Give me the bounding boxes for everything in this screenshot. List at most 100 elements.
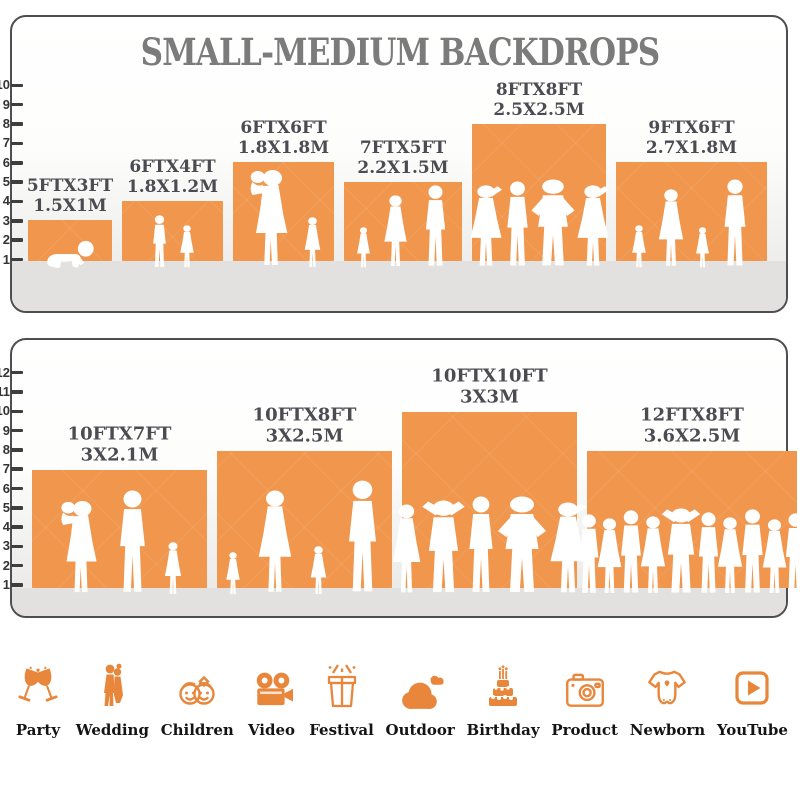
- category-item-youtube: YouTube: [717, 652, 788, 739]
- bar-size-m: 3X2.5M: [265, 425, 344, 447]
- people-silhouette-group: [13, 239, 127, 269]
- bar-size-m: 1.8X1.2M: [126, 176, 219, 197]
- ruler-tick: [11, 83, 23, 88]
- ruler-tick: [11, 199, 23, 204]
- ruler-tick: [11, 486, 23, 491]
- bar-size-ft: 5FTX3FT: [26, 175, 114, 196]
- outdoor-icon: [394, 652, 446, 712]
- category-item-wedding: Wedding: [76, 652, 149, 739]
- person-silhouette: [640, 516, 665, 593]
- person-silhouette: [762, 519, 786, 593]
- bar-size-label: 12FTX8FT 3.6X2.5M: [640, 405, 744, 447]
- people-silhouette-group: [202, 480, 407, 596]
- ruler-number: 11: [0, 384, 10, 400]
- person-silhouette: [620, 510, 641, 593]
- ruler-number: 4: [2, 193, 10, 209]
- category-label: Party: [15, 721, 61, 739]
- person-silhouette: [785, 513, 800, 593]
- ruler-tick: [11, 370, 23, 375]
- ruler-tick: [11, 390, 23, 394]
- ruler-tick: [11, 525, 23, 529]
- category-item-video: Video: [246, 652, 298, 739]
- backdrop-bar: [233, 162, 334, 261]
- bar-size-ft: 10FTX8FT: [252, 404, 357, 426]
- bar-size-label: 6FTX6FT 1.8X1.8M: [238, 118, 329, 158]
- ruler-number: 4: [2, 519, 10, 535]
- bar-size-label: 5FTX3FT 1.5X1M: [27, 176, 113, 216]
- backdrop-bar: [587, 451, 797, 588]
- bar-size-label: 6FTX4FT 1.8X1.2M: [127, 157, 218, 197]
- category-label: Video: [247, 721, 296, 739]
- person-silhouette: [661, 508, 700, 593]
- person-silhouette: [258, 490, 291, 592]
- person-silhouette: [696, 227, 709, 268]
- people-silhouette-group: [601, 179, 782, 269]
- ruler-number: 6: [2, 480, 10, 496]
- bar-size-ft: 9FTX6FT: [648, 117, 735, 138]
- youtube-icon: [728, 652, 776, 712]
- panel-floor: [12, 261, 786, 311]
- person-silhouette: [741, 509, 763, 593]
- person-silhouette: [597, 518, 621, 593]
- category-item-party: Party: [12, 652, 64, 739]
- category-row: Party Wedding Children Video Festival Outdoor…: [12, 652, 788, 762]
- ruler-tick: [11, 102, 23, 107]
- bar-size-ft: 6FTX4FT: [129, 156, 216, 177]
- ruler-number: 10: [0, 77, 10, 93]
- ruler-number: 3: [2, 212, 10, 228]
- people-silhouette-group: [17, 490, 222, 596]
- backdrop-bar: [472, 124, 606, 261]
- person-silhouette: [468, 496, 493, 592]
- backdrop-bar: [122, 201, 223, 261]
- ruler-number: 10: [0, 403, 10, 419]
- person-silhouette: [164, 542, 182, 594]
- party-icon: [12, 652, 64, 712]
- ruler-tick: [11, 409, 23, 414]
- person-silhouette: [153, 215, 166, 267]
- person-silhouette: [658, 189, 684, 266]
- ruler-tick: [11, 583, 23, 587]
- bar-size-m: 2.5X2.5M: [493, 99, 585, 120]
- bar-size-label: 10FTX8FT 3X2.5M: [253, 405, 357, 447]
- ruler-tick: [11, 141, 23, 146]
- ruler-number: 9: [2, 96, 10, 112]
- birthday-icon: [479, 652, 527, 712]
- person-silhouette: [530, 179, 575, 266]
- ruler-number: 9: [2, 422, 10, 438]
- ruler-tick: [11, 448, 23, 452]
- person-silhouette: [356, 227, 370, 268]
- people-silhouette-group: [457, 179, 621, 269]
- newborn-icon: [642, 652, 692, 712]
- person-silhouette: [47, 240, 94, 268]
- page-title: SMALL-MEDIUM BACKDROPS: [140, 30, 661, 74]
- ruler-tick: [11, 257, 23, 262]
- bar-size-label: 8FTX8FT 2.5X2.5M: [493, 80, 584, 120]
- category-label: Outdoor: [385, 721, 455, 739]
- person-silhouette: [421, 500, 465, 593]
- category-item-newborn: Newborn: [630, 652, 705, 739]
- category-label: Birthday: [466, 721, 540, 739]
- bar-size-ft: 7FTX5FT: [359, 137, 447, 158]
- backdrop-bar: [402, 412, 577, 588]
- person-silhouette: [579, 514, 598, 593]
- ruler-tick: [11, 238, 23, 242]
- category-item-festival: Festival: [309, 652, 374, 739]
- wedding-icon: [92, 652, 132, 712]
- video-icon: [246, 652, 298, 712]
- bar-size-ft: 10FTX10FT: [431, 365, 548, 387]
- category-label: Festival: [309, 721, 374, 739]
- ruler-number: 7: [2, 135, 10, 151]
- ruler-number: 12: [0, 364, 10, 380]
- category-label: Newborn: [629, 721, 706, 739]
- person-silhouette: [392, 504, 420, 593]
- bar-size-label: 10FTX10FT 3X3M: [431, 366, 547, 408]
- person-silhouette: [717, 517, 742, 593]
- category-label: Wedding: [75, 721, 149, 739]
- ruler-tick: [11, 544, 23, 549]
- person-silhouette: [576, 185, 609, 266]
- children-icon: [171, 652, 223, 712]
- person-silhouette: [425, 185, 445, 266]
- people-silhouette-group: [572, 508, 800, 596]
- person-silhouette: [180, 225, 194, 268]
